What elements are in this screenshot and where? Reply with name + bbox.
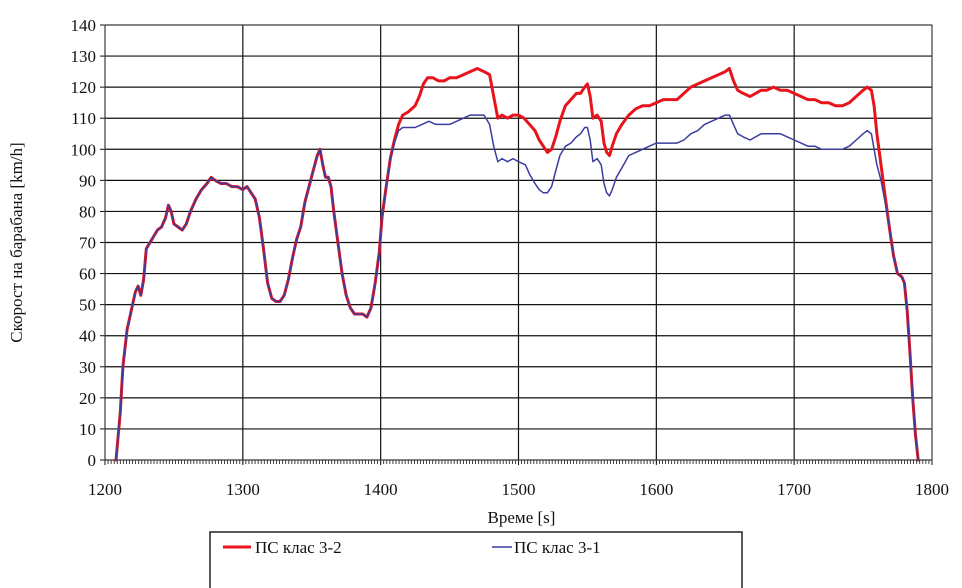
y-tick-label: 90 xyxy=(79,171,96,190)
series-line-2 xyxy=(115,114,919,461)
series-line-1 xyxy=(114,67,920,462)
y-tick-label: 30 xyxy=(79,358,96,377)
y-tick-label: 140 xyxy=(71,16,97,35)
y-tick-label: 120 xyxy=(71,78,97,97)
legend-box xyxy=(209,531,743,588)
legend: ПС клас 3-2 ПС клас 3-1 xyxy=(209,531,743,588)
y-axis-ticks: 0 10 20 30 40 50 60 70 80 90 100 110 120 130 140 xyxy=(71,16,105,470)
y-tick-label: 130 xyxy=(71,47,97,66)
x-tick-label: 1500 xyxy=(502,480,536,499)
x-tick-label: 1400 xyxy=(364,480,398,499)
plot-frame xyxy=(104,24,933,461)
x-tick-label: 1300 xyxy=(226,480,260,499)
x-tick-label: 1200 xyxy=(88,480,122,499)
y-tick-label: 0 xyxy=(88,451,97,470)
grid-lines xyxy=(104,24,933,461)
legend-label-series-2: ПС клас 3-1 xyxy=(514,538,601,557)
x-axis-ticks: 1200 1300 1400 1500 1600 1700 1800 xyxy=(88,460,949,499)
x-tick-label: 1600 xyxy=(639,480,673,499)
y-tick-label: 60 xyxy=(79,265,96,284)
y-tick-label: 100 xyxy=(71,140,97,159)
y-tick-label: 40 xyxy=(79,327,96,346)
x-tick-label: 1700 xyxy=(777,480,811,499)
series-lines xyxy=(114,67,920,462)
y-tick-label: 70 xyxy=(79,234,96,253)
y-tick-label: 10 xyxy=(79,420,96,439)
y-tick-label: 50 xyxy=(79,296,96,315)
y-tick-label: 110 xyxy=(71,109,96,128)
legend-label-series-1: ПС клас 3-2 xyxy=(255,538,342,557)
x-tick-label: 1800 xyxy=(915,480,949,499)
y-axis-label: Скорост на барабана [km/h] xyxy=(7,142,26,342)
y-tick-label: 80 xyxy=(79,202,96,221)
x-axis-label: Време [s] xyxy=(488,508,556,527)
y-tick-label: 20 xyxy=(79,389,96,408)
